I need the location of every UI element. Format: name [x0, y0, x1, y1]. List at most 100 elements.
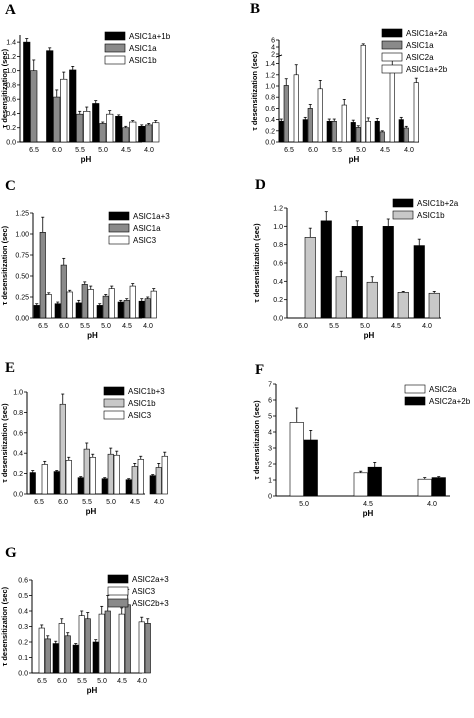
bar [302, 119, 308, 143]
legend: ASIC1a+2a ASIC1a ASIC2a ASIC1a+2b [381, 28, 448, 74]
legend-swatch [392, 198, 414, 208]
bar [107, 453, 114, 495]
bar [89, 456, 96, 495]
x-axis-label: pH [87, 331, 98, 340]
bar [69, 69, 77, 143]
legend: ASIC1a+3 ASIC1a ASIC3 [108, 211, 170, 245]
y-tick-label: 0.0 [273, 316, 283, 323]
y-axis-label: τ desensitization (sec) [250, 51, 259, 131]
legend: ASIC2a+3 ASIC3 ASIC2b+3 [107, 574, 169, 608]
x-tick-label: 4.0 [143, 323, 153, 330]
y-tick-label: 0.0 [265, 140, 275, 147]
x-tick-label: 4.5 [380, 147, 390, 154]
y-tick-label: 1.0 [273, 224, 283, 231]
bar [379, 131, 385, 143]
y-tick-label: 0.0 [13, 492, 23, 499]
legend-label: ASIC1a+1b [129, 32, 171, 41]
bar [149, 475, 156, 495]
legend-label: ASIC2a [406, 53, 434, 62]
y-tick-label: 1.4 [265, 61, 275, 68]
y-tick-label: 0.4 [18, 609, 28, 616]
bar [382, 226, 394, 319]
bar [341, 104, 347, 143]
bar [124, 604, 131, 674]
y-tick-label: 4 [268, 430, 272, 437]
bar [374, 120, 380, 143]
y-tick-label: 1.0 [6, 68, 16, 75]
x-tick-label: 4.5 [121, 147, 131, 154]
bar [122, 127, 130, 143]
legend-label: ASIC1a+3 [133, 212, 170, 221]
bar [23, 41, 31, 143]
bar [428, 292, 440, 319]
bar [77, 477, 84, 495]
bar [355, 127, 361, 143]
bar [118, 613, 125, 674]
y-tick-label: 0.2 [6, 125, 16, 132]
bar [138, 126, 146, 143]
legend-swatch [107, 598, 129, 608]
bar [38, 627, 45, 674]
y-tick-label: 0.25 [15, 295, 29, 302]
bar [76, 113, 84, 143]
x-tick-label: 5.0 [356, 147, 366, 154]
bar [320, 220, 332, 319]
x-tick-label: 5.5 [82, 499, 92, 506]
legend-label: ASIC2a+2b [429, 397, 471, 406]
legend-swatch [108, 211, 130, 221]
bar [131, 466, 138, 495]
x-tick-label: 5.5 [329, 323, 339, 330]
y-tick-label: 0.2 [13, 471, 23, 478]
y-tick-label: 0.8 [13, 410, 23, 417]
x-tick-label: 6.0 [52, 147, 62, 154]
x-axis-label: pH [364, 331, 375, 340]
y-tick-label: 5 [268, 414, 272, 421]
x-tick-label: 4.5 [130, 499, 140, 506]
bar [44, 638, 51, 674]
legend-label: ASIC1b+2a [417, 199, 459, 208]
y-tick-label: 1.00 [15, 232, 29, 239]
legend-label: ASIC2b+3 [132, 599, 169, 608]
y-tick-label: 0.8 [265, 95, 275, 102]
bar [66, 291, 73, 319]
panel-letter: E [5, 360, 15, 376]
bar [403, 127, 409, 143]
bar [99, 123, 107, 143]
bar [41, 464, 48, 495]
y-tick-label: 0.2 [273, 297, 283, 304]
x-tick-label: 5.0 [98, 147, 108, 154]
bar [87, 289, 94, 319]
bar [144, 298, 151, 319]
panel-c: C 0.00 0.25 0.50 0.75 1.00 1.25 τ desensitizati… [0, 178, 170, 340]
y-axis-label: τ desensitization (sec) [252, 400, 261, 480]
bar [59, 403, 66, 495]
legend-swatch [103, 410, 125, 420]
bar [144, 623, 151, 674]
y-tick-label: 2 [268, 462, 272, 469]
x-axis-label: pH [86, 507, 97, 516]
x-axis-label: pH [81, 155, 92, 164]
bar [84, 618, 91, 674]
bar [351, 226, 363, 319]
bar [92, 103, 100, 143]
y-tick-label: 0.6 [18, 578, 28, 585]
panel-letter: C [5, 178, 16, 194]
y-tick-label: 2 [271, 52, 275, 59]
bar [278, 120, 284, 143]
bar [53, 96, 61, 143]
legend-label: ASIC1a [406, 41, 434, 50]
x-tick-label: 6.0 [59, 323, 69, 330]
x-tick-label: 4.5 [391, 323, 401, 330]
bar [150, 290, 157, 319]
legend-swatch [104, 55, 126, 65]
y-tick-label: 0.5 [18, 593, 28, 600]
y-tick-label: 0.0 [6, 140, 16, 147]
y-tick-label: 0.4 [13, 451, 23, 458]
panel-b: B 0.0 0.2 0.4 0.6 0.8 1.0 1.2 1.4 246 τ desensitiz… [250, 1, 448, 164]
bar [326, 120, 332, 143]
x-tick-label: 6.5 [29, 147, 39, 154]
y-tick-label: 1.2 [273, 206, 283, 213]
y-tick-label: 0.4 [265, 117, 275, 124]
y-tick-label: 0.0 [18, 671, 28, 678]
bar [54, 303, 61, 319]
